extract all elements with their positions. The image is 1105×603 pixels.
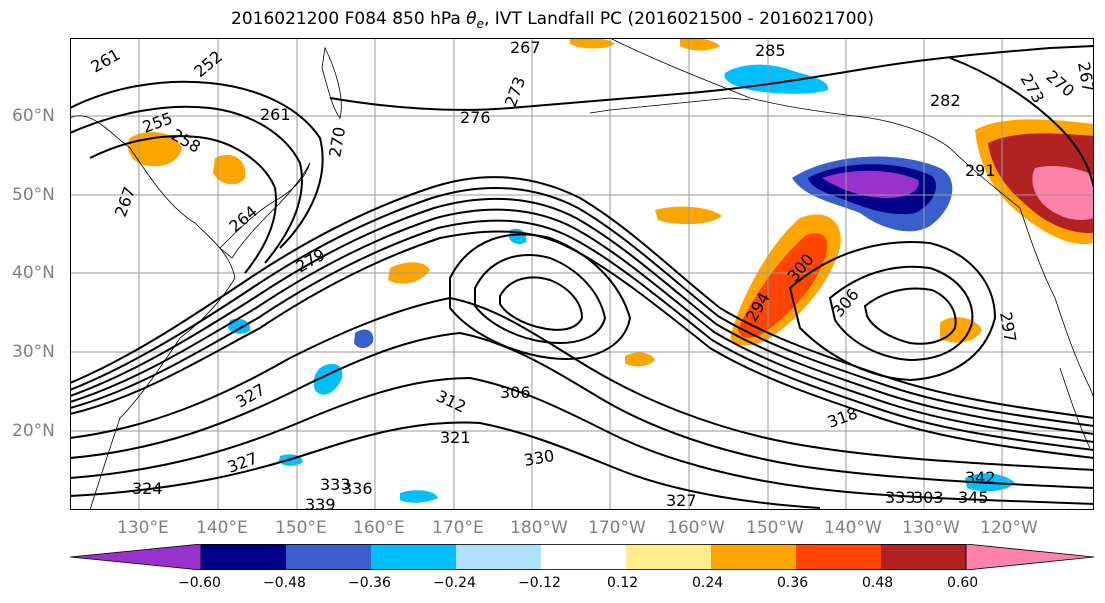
- colorbar-segment-1: [201, 544, 286, 570]
- colorbar-segment-7: [711, 544, 796, 570]
- colorbar-segment-2: [286, 544, 371, 570]
- colorbar-tick-8: 0.36: [777, 575, 809, 591]
- coastlines: [69, 37, 1095, 511]
- contour-gyre-2: [474, 254, 607, 344]
- contour-east-1: [788, 241, 997, 382]
- contour-north-3: [89, 135, 277, 274]
- negative-anomaly-patch-3: [354, 329, 374, 349]
- contour-canada: [949, 57, 1095, 189]
- contour-south-1: [69, 296, 1095, 471]
- lat-label-50n: 50°N: [12, 185, 55, 205]
- positive-anomaly-patch-6: [680, 37, 720, 51]
- coastline-alaska: [609, 37, 1021, 209]
- lon-label-130w: 130°W: [902, 518, 960, 538]
- lon-label-120w: 120°W: [980, 518, 1038, 538]
- contour-south-2: [69, 331, 1095, 489]
- lon-label-180w: 180°W: [510, 518, 568, 538]
- colorbar-tick-7: 0.24: [692, 575, 724, 591]
- negative-anomaly-patch-8: [400, 490, 438, 503]
- colorbar: [69, 543, 1095, 571]
- contour-label-291: 291: [965, 161, 996, 180]
- contour-label-339: 339: [305, 495, 336, 510]
- lat-label-30n: 30°N: [12, 342, 55, 362]
- positive-anomaly-patch-2: [213, 154, 246, 185]
- contour-label-306-b: 306: [500, 383, 531, 402]
- colorbar-tick-2: −0.48: [263, 575, 306, 591]
- contour-label-321: 321: [440, 428, 471, 447]
- positive-anomaly-nw-america-peak: [1032, 165, 1094, 221]
- map-panel: 261 255 258 252 261 267 264 270 267 273 …: [69, 37, 1098, 514]
- colorbar-segment-5: [541, 544, 626, 570]
- contour-label-336: 336: [342, 479, 373, 498]
- contour-jet-3: [69, 197, 1095, 435]
- positive-anomaly-plume-core: [738, 233, 828, 338]
- contour-label-342: 342: [965, 468, 996, 487]
- positive-anomaly-patch-7: [570, 37, 615, 49]
- lon-label-150w: 150°W: [746, 518, 804, 538]
- lon-label-170e: 170°E: [432, 518, 484, 538]
- aleutian-islands: [589, 97, 751, 114]
- contour-label-303: 303: [913, 488, 944, 507]
- contour-label-267-b: 267: [510, 38, 541, 57]
- contour-label-282: 282: [930, 91, 961, 110]
- lon-label-130e: 130°E: [117, 518, 169, 538]
- positive-anomaly-patch-8: [625, 352, 655, 367]
- colorbar-tick-5: −0.12: [518, 575, 561, 591]
- map-title: 2016021200 F084 850 hPa θe, IVT Landfall…: [231, 9, 874, 31]
- colorbar-tick-10: 0.60: [947, 575, 979, 591]
- theta-e-contours: [69, 45, 1095, 509]
- lon-label-140w: 140°W: [824, 518, 882, 538]
- lat-label-60n: 60°N: [12, 106, 55, 126]
- lon-label-160e: 160°E: [353, 518, 405, 538]
- contour-south-4: [69, 421, 821, 509]
- contour-label-276: 276: [460, 108, 491, 127]
- colorbar-tick-4: −0.24: [433, 575, 476, 591]
- contour-east-3: [863, 287, 957, 345]
- coastline-japan: [219, 162, 311, 259]
- colorbar-segment-8: [796, 544, 881, 570]
- lon-label-140e: 140°E: [196, 518, 248, 538]
- colorbar-tick-6: 0.12: [607, 575, 639, 591]
- coastline-kamchatka: [321, 46, 342, 119]
- contour-gyre-1: [449, 233, 632, 360]
- colorbar-tick-1: −0.60: [178, 575, 221, 591]
- lon-label-160w: 160°W: [667, 518, 725, 538]
- contour-label-333-b: 333: [885, 488, 916, 507]
- lat-label-20n: 20°N: [12, 421, 55, 441]
- lon-label-150e: 150°E: [275, 518, 327, 538]
- colorbar-tick-3: −0.36: [348, 575, 391, 591]
- contour-east-2: [828, 265, 974, 362]
- colorbar-segment-3: [371, 544, 456, 570]
- colorbar-segment-6: [626, 544, 711, 570]
- colorbar-tick-9: 0.48: [862, 575, 894, 591]
- contour-south-3: [69, 376, 1095, 505]
- contour-jet-4: [69, 208, 1095, 443]
- contour-label-324: 324: [132, 479, 163, 498]
- colorbar-extend-min: [69, 543, 202, 571]
- lon-label-170w: 170°W: [588, 518, 646, 538]
- contour-label-327-c: 327: [666, 491, 697, 510]
- contour-arctic: [329, 45, 1095, 111]
- coastline-north-america: [1019, 207, 1095, 399]
- colorbar-segment-9: [881, 544, 966, 570]
- contour-jet-5: [69, 219, 1095, 451]
- contour-north-2: [69, 105, 303, 264]
- contour-gyre-3: [499, 276, 584, 331]
- colorbar-extend-max: [965, 543, 1095, 571]
- lat-label-40n: 40°N: [12, 263, 55, 283]
- coastline-asia: [69, 115, 236, 511]
- contour-jet-2: [69, 186, 1095, 427]
- contour-north-1: [69, 80, 324, 249]
- contour-label-333-a: 333: [320, 475, 351, 494]
- contour-label-261-b: 261: [260, 105, 291, 124]
- contour-label-285: 285: [755, 41, 786, 60]
- contour-label-345: 345: [958, 488, 989, 507]
- colorbar-segment-4: [456, 544, 541, 570]
